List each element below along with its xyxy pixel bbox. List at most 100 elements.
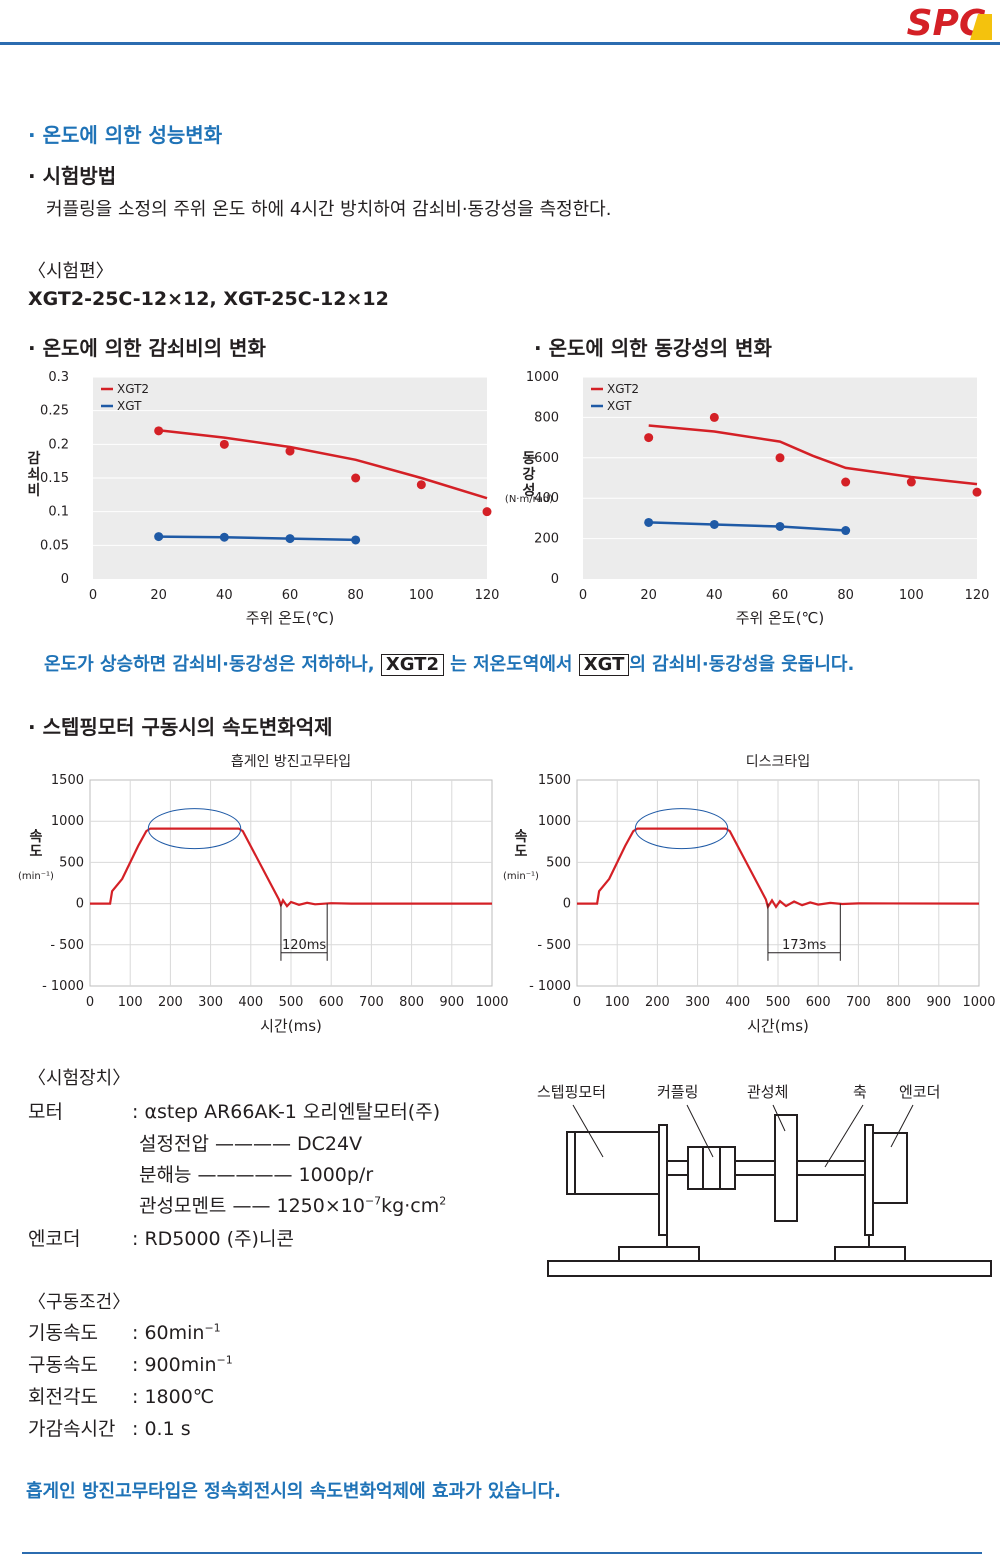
data-point [775,453,785,463]
encoder-row: 엔코더: RD5000 (주)니콘 [28,1224,294,1251]
data-point [285,534,295,544]
drive-row-label: 구동속도 [28,1354,98,1376]
data-point [154,532,164,542]
x-tick-label: 500 [279,995,304,1010]
highlight-ellipse [147,808,242,850]
drive-row-value: : 900min [132,1354,217,1376]
y-tick-label: 0 [76,897,84,912]
inertia-value: 관성모멘트 —— 1250×10 [139,1195,365,1217]
diagram-label-shaft: 축 [853,1083,867,1101]
data-point [416,480,426,490]
section-title-text: 온도에 의한 성능변화 [42,123,223,147]
y-axis-label-char: 속 [30,829,43,845]
motor-label: 모터 [28,1101,63,1123]
drive-row-value: : 60min [132,1322,205,1344]
diagram-label-coupling: 커플링 [657,1083,698,1101]
y-axis-label-char: 성 [523,483,536,499]
encoder-value: : RD5000 (주)니콘 [132,1228,294,1250]
footer-rule [22,1552,982,1554]
x-tick-label: 400 [725,995,750,1010]
y-axis-label-char: 속 [515,829,528,845]
series-line [648,521,846,532]
motor-bracket [658,1124,668,1236]
y-tick-label: 0.05 [40,538,69,553]
method-title: · 시험방법 [28,164,117,188]
stiffness-chart-heading-text: 온도에 의한 동강성의 변화 [548,336,772,360]
y-tick-label: - 500 [537,938,571,953]
stepping-motor [566,1131,660,1195]
x-tick-label: 100 [409,588,434,603]
resolution-row: 분해능 ————— 1000p/r [139,1164,374,1186]
spc-logo: SPC [900,4,992,40]
xgt-box: XGT [578,654,630,676]
y-tick-label: 1500 [51,773,84,788]
y-axis-label-char: 강 [523,466,536,483]
y-axis-unit: (N·m/rad) [505,494,553,505]
x-axis-label: 시간(ms) [747,1017,809,1035]
conclusion-part2: 는 저온도역에서 [450,654,573,675]
header-rule [0,42,1000,45]
inertia-unit: kg·cm [381,1195,440,1217]
legend-label: XGT [117,399,142,413]
damping-chart-heading-text: 온도에 의한 감쇠비의 변화 [42,336,266,360]
drive-row-value: : 1800℃ [132,1386,215,1408]
apparatus-label: 〈시험장치〉 [28,1068,131,1089]
data-point [841,477,851,487]
legend-label: XGT2 [607,382,639,396]
base-plate [547,1260,992,1277]
x-tick-label: 1000 [962,995,995,1010]
y-tick-label: 800 [534,410,559,425]
y-tick-label: 1500 [538,773,571,788]
data-point [644,517,654,527]
legend-label: XGT2 [117,382,149,396]
section-title-stepping-text: 스텝핑모터 구동시의 속도변화억제 [42,715,333,739]
y-tick-label: 400 [534,491,559,506]
x-tick-label: 600 [319,995,344,1010]
y-axis-unit: (min⁻¹) [503,871,539,882]
drive-row-exponent: −1 [204,1321,221,1335]
drive-row-label: 가감속시간 [28,1418,116,1440]
y-tick-label: 0.25 [40,404,69,419]
inertia-row: 관성모멘트 —— 1250×10−7kg·cm2 [139,1191,446,1218]
inertia-exponent: −7 [364,1194,382,1208]
conclusion-temperature: 온도가 상승하면 감쇠비·동강성은 저하하나, XGT2 는 저온도역에서 XG… [44,650,854,676]
data-point [351,473,361,483]
y-axis-label-char: 쇠 [28,467,41,483]
y-axis-unit: (min⁻¹) [18,871,54,882]
y-axis-label-char: 비 [28,483,41,499]
x-tick-label: 120 [965,588,990,603]
y-tick-label: 200 [534,532,559,547]
data-point [775,521,785,531]
annotation-label: 120ms [282,938,326,953]
x-tick-label: 900 [926,995,951,1010]
data-point [351,535,361,545]
y-tick-label: - 1000 [42,979,84,994]
legend-label: XGT [607,399,632,413]
drive-row: 기동속도: 60min−1 [28,1318,233,1350]
data-point [972,487,982,497]
y-tick-label: 0 [551,572,559,587]
x-tick-label: 20 [640,588,657,603]
conclusion-part1: 온도가 상승하면 감쇠비·동강성은 저하하나, [44,654,375,675]
x-tick-label: 80 [837,588,854,603]
damping-chart-heading: · 온도에 의한 감쇠비의 변화 [28,336,266,360]
x-tick-label: 300 [685,995,710,1010]
x-tick-label: 800 [399,995,424,1010]
damping-ratio-chart: 0 0.05 0.1 0.15 0.2 0.25 0.3 0 20 40 60 80 100 120 주위 … [28,370,500,627]
y-tick-label: 0.15 [40,471,69,486]
x-tick-label: 80 [347,588,364,603]
x-tick-label: 100 [118,995,143,1010]
data-point [482,507,492,517]
x-tick-label: 300 [198,995,223,1010]
chart-title: 흡게인 방진고무타입 [231,754,351,770]
x-tick-label: 0 [579,588,587,603]
inertia-body [774,1114,798,1222]
y-tick-label: 1000 [538,814,571,829]
encoder [872,1132,908,1204]
data-point [709,412,719,422]
drive-row: 구동속도: 900min−1 [28,1350,233,1382]
x-axis-label: 시간(ms) [260,1017,322,1035]
chart-title: 디스크타입 [746,754,810,770]
y-tick-label: 0.2 [48,437,69,452]
y-tick-label: 1000 [51,814,84,829]
